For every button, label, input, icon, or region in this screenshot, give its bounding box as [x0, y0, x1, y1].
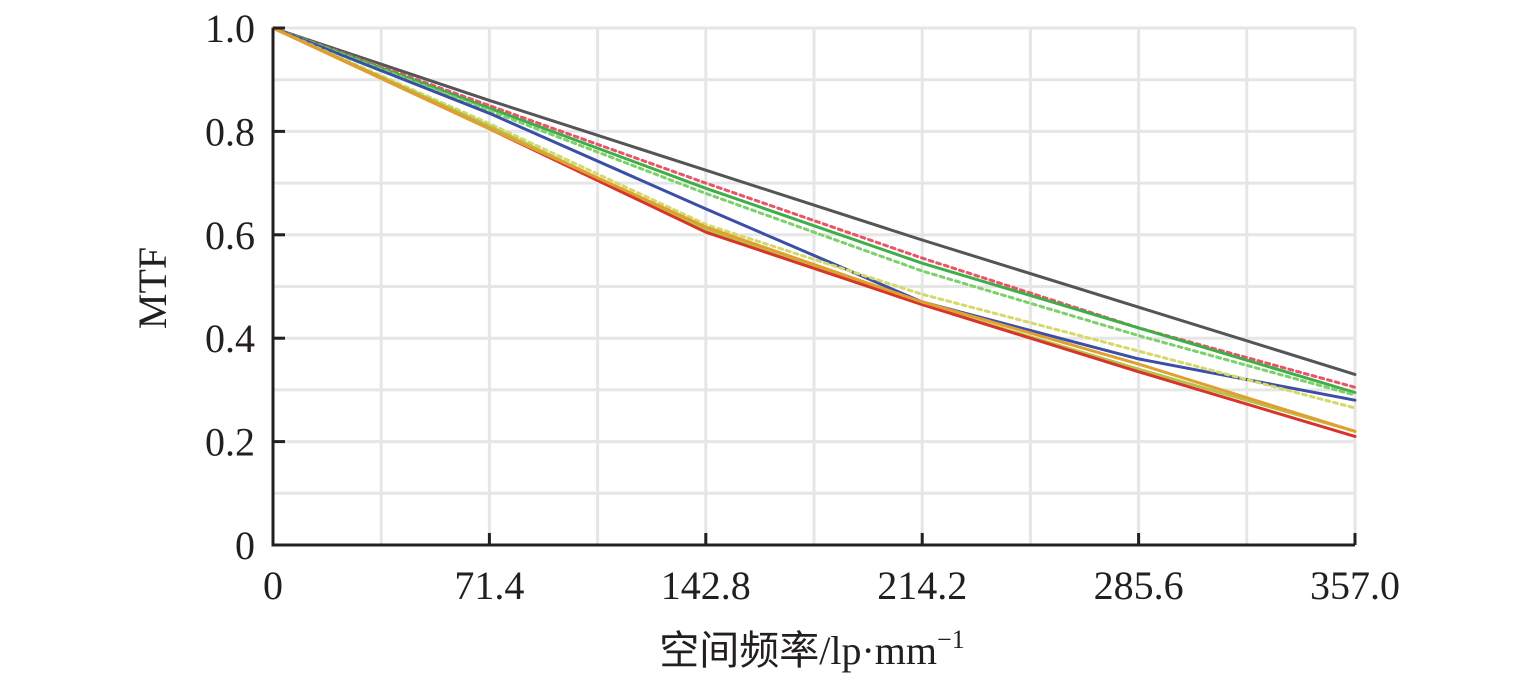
series-line-1: [271, 26, 1357, 376]
x-axis-title: 空间频率/lp·mm−1: [659, 625, 964, 673]
y-tick-label: 0.8: [205, 109, 255, 154]
y-tick-label: 0.4: [205, 316, 255, 361]
series-line-6: [271, 26, 1357, 410]
x-tick-label: 214.2: [877, 563, 967, 608]
y-tick-labels: 0 0.2 0.4 0.6 0.8 1.0: [205, 6, 255, 568]
x-tick-label: 285.6: [1094, 563, 1184, 608]
x-axis-title-main: 空间频率/lp·mm: [659, 628, 937, 673]
x-tick-labels: 0 71.4 142.8 214.2 285.6 357.0: [263, 563, 1400, 608]
x-tick-label: 142.8: [661, 563, 751, 608]
y-tick-label: 0.2: [205, 420, 255, 465]
series-line-5: [271, 26, 1357, 402]
series-line-3: [271, 26, 1357, 394]
y-tick-label: 1.0: [205, 6, 255, 51]
x-tick-label: 357.0: [1310, 563, 1400, 608]
grid-lines: [273, 26, 1357, 545]
y-tick-label: 0.6: [205, 213, 255, 258]
x-axis-title-superscript: −1: [937, 625, 965, 654]
x-tick-label: 0: [263, 563, 283, 608]
y-tick-label: 0: [235, 523, 255, 568]
x-tick-label: 71.4: [454, 563, 524, 608]
series-line-4: [271, 26, 1357, 397]
series-lines: [271, 26, 1357, 438]
y-axis-title: MTF: [130, 247, 175, 329]
series-line-9: [271, 26, 1357, 433]
axes: [271, 26, 1357, 547]
